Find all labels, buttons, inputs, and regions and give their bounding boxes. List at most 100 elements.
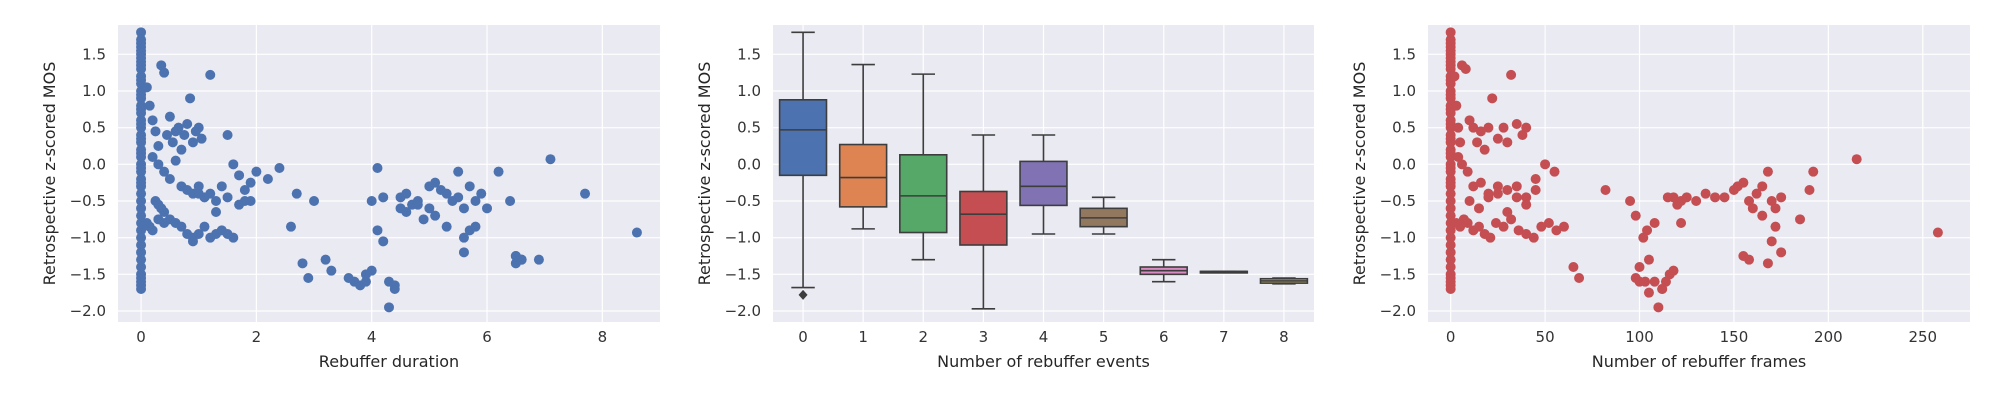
- x-tick-label: 5: [1099, 328, 1109, 346]
- box-rect: [959, 190, 1008, 246]
- scatter-point: [470, 221, 481, 232]
- scatter-point: [533, 254, 544, 265]
- scatter-point: [141, 82, 152, 93]
- scatter-point: [1804, 185, 1815, 195]
- y-tick-label: 0.0: [82, 155, 106, 173]
- y-tick-label: −0.5: [70, 192, 106, 210]
- scatter-point: [147, 152, 158, 162]
- scatter-point: [1770, 221, 1781, 232]
- scatter-point: [378, 192, 389, 203]
- scatter-point: [1445, 27, 1456, 38]
- y-tick-label: 1.5: [737, 45, 761, 63]
- scatter-point: [1445, 148, 1456, 159]
- scatter-point: [372, 225, 383, 236]
- x-tick-label: 2: [919, 328, 929, 346]
- scatter-point: [1451, 100, 1462, 111]
- scatter-point: [1456, 159, 1467, 170]
- scatter-point: [297, 258, 308, 269]
- scatter-point: [303, 273, 314, 283]
- scatter-point: [1511, 192, 1522, 203]
- scatter-point: [1445, 240, 1456, 250]
- scatter-point: [430, 210, 441, 221]
- scatter-point: [1479, 144, 1490, 155]
- scatter-point: [136, 196, 147, 206]
- scatter-point: [262, 174, 273, 184]
- scatter-point: [1762, 258, 1773, 269]
- x-axis-label: Number of rebuffer frames: [1592, 352, 1807, 371]
- scatter-point: [424, 203, 435, 214]
- box-rect: [1019, 160, 1068, 207]
- scatter-point: [326, 265, 337, 276]
- scatter-point: [1502, 207, 1513, 217]
- x-axis-label: Rebuffer duration: [319, 352, 459, 371]
- scatter-point: [1649, 218, 1660, 228]
- scatter-point: [360, 269, 371, 280]
- scatter-point: [136, 27, 147, 38]
- scatter-point: [1506, 69, 1517, 80]
- box-flier: [798, 289, 808, 300]
- scatter-point: [159, 166, 170, 177]
- scatter-point: [1511, 181, 1522, 192]
- scatter-point: [136, 38, 147, 49]
- y-tick-label: 0.5: [82, 119, 106, 137]
- box-rect: [838, 143, 888, 208]
- scatter-point: [193, 181, 204, 192]
- scatter-point: [1492, 181, 1503, 192]
- scatter-point: [1649, 276, 1660, 287]
- scatter-point: [1762, 166, 1773, 177]
- scatter-point: [222, 130, 233, 140]
- scatter-point: [1776, 192, 1787, 203]
- scatter-point: [1568, 262, 1579, 272]
- y-tick-label: −1.0: [725, 229, 761, 247]
- scatter-point: [1473, 203, 1484, 214]
- scatter-point: [1445, 89, 1456, 100]
- scatter-point: [1492, 188, 1503, 199]
- x-tick-label: 6: [1159, 328, 1169, 346]
- y-axis-label: Retrospective z-scored MOS: [695, 62, 714, 286]
- scatter-point: [187, 236, 198, 247]
- scatter-point: [1776, 247, 1787, 258]
- scatter-point: [1473, 221, 1484, 232]
- scatter-point: [136, 89, 147, 100]
- scatter-point: [176, 144, 187, 155]
- scatter-point: [136, 188, 147, 199]
- scatter-point: [1521, 192, 1532, 203]
- scatter-point: [1513, 225, 1524, 236]
- x-tick-label: 100: [1625, 328, 1654, 346]
- scatter-point: [1543, 218, 1554, 228]
- scatter-point: [193, 188, 204, 199]
- scatter-point: [1625, 196, 1636, 206]
- scatter-point: [136, 119, 147, 129]
- scatter-point: [1744, 254, 1755, 265]
- scatter-point: [441, 188, 452, 199]
- scatter-point: [1502, 137, 1513, 148]
- scatter-point: [1757, 181, 1768, 192]
- scatter-point: [1445, 225, 1456, 236]
- scatter-point: [453, 192, 464, 203]
- scatter-point: [384, 302, 394, 313]
- scatter-point: [136, 254, 147, 265]
- scatter-point: [1751, 188, 1762, 199]
- panel-rebuffer-duration: −2.0 −1.5 −1.0 −0.5 0.0 0.5 1.0 1.5 0 2 4 6 8 Rebuffe…: [40, 25, 660, 371]
- scatter-point: [153, 141, 164, 151]
- scatter-point: [464, 181, 475, 192]
- scatter-point: [1530, 185, 1541, 195]
- y-tick-label: 1.0: [1392, 82, 1416, 100]
- scatter-point: [441, 221, 452, 232]
- panel-rebuffer-frames: −2.0 −1.5 −1.0 −0.5 0.0 0.5 1.0 1.5 0 50 100 150 200…: [1350, 25, 1970, 371]
- scatter-point: [1676, 196, 1687, 206]
- scatter-point: [476, 188, 487, 199]
- scatter-point: [1747, 203, 1758, 214]
- scatter-point: [228, 232, 239, 243]
- y-tick-label: −2.0: [70, 302, 106, 320]
- scatter-point: [147, 225, 158, 236]
- x-tick-label: 8: [598, 328, 608, 346]
- y-axis-label: Retrospective z-scored MOS: [40, 62, 59, 286]
- scatter-point: [136, 284, 147, 294]
- scatter-point: [1445, 262, 1456, 272]
- scatter-point: [1521, 199, 1532, 210]
- scatter-point: [239, 185, 250, 195]
- scatter-point: [136, 104, 147, 115]
- x-tick-label: 2: [252, 328, 262, 346]
